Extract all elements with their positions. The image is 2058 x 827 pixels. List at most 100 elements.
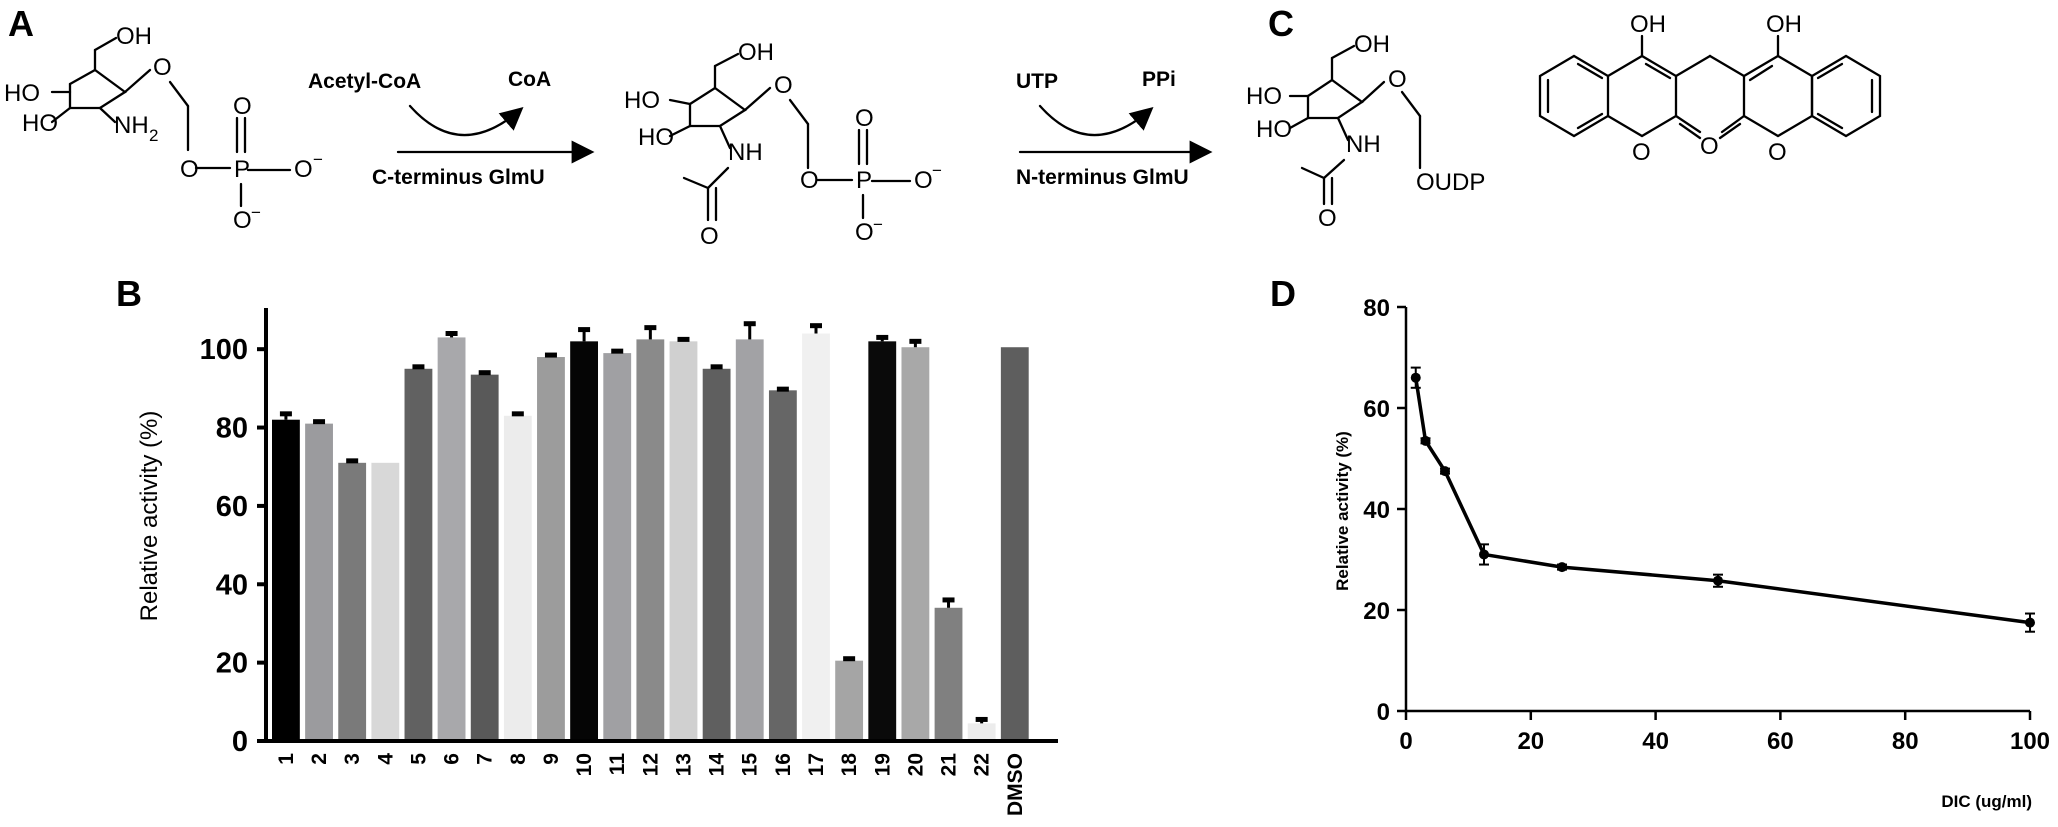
bar [1000,347,1029,741]
tick-label-y: 60 [216,491,248,523]
tick-label-y: 100 [200,334,248,366]
tick-label-x: 22 [971,753,994,776]
reaction-arrow-2: UTP PPi N-terminus GlmU [1016,68,1213,189]
bar [702,368,731,741]
reaction-arrow-1: Acetyl-CoA CoA C-terminus GlmU [308,68,595,189]
atom-ho: HO [1256,116,1292,143]
atom-o-ring: O [153,54,172,81]
panel-label-c: C [1268,3,1294,44]
atom-charge: − [313,150,323,169]
atom-o-ring: O [1768,139,1787,166]
tick-label-x: 9 [540,753,563,765]
tick-label-x: 60 [1767,728,1794,755]
molecule-udp-glcnac: OH O HO HO NH O OUDP [1246,31,1485,232]
tick-label-y: 40 [216,569,248,601]
bar [437,337,466,741]
bar [802,333,830,741]
tick-label-x: 5 [407,753,430,765]
plot-area-b: 1 2 3 4 5 6 7 8 9 10 11 12 13 14 15 16 17 18 19 20 21 22 DMSO0… [200,308,1058,816]
bar [934,607,963,741]
bar [901,347,930,741]
atom-o: O [855,219,874,246]
atom-oh: OH [1630,11,1666,38]
tick-label-y: 0 [1377,699,1390,726]
plot-area-d: 0 20 40 60 80 0 20 40 60 80 100 [1363,295,2050,755]
atom-o: O [700,223,719,250]
y-axis-label-d: Relative activity (%) [1333,431,1352,591]
atom-p: P [234,156,250,183]
tick-label-x: 80 [1892,728,1919,755]
data-point [1557,562,1567,573]
bar [470,374,499,741]
data-point [1410,372,1421,383]
atom-nh: NH [728,139,763,166]
atom-o: O [1700,133,1719,160]
tick-label-x: 2 [308,753,331,765]
bar [570,341,599,741]
bar [404,368,433,741]
data-point [1440,466,1450,477]
series-line [1414,377,2031,625]
tick-label-x: 20 [904,753,927,776]
atom-o: O [180,156,199,183]
tick-label-x: 18 [838,753,861,777]
tick-label-y: 40 [1363,497,1390,524]
atom-o-ring: O [1632,139,1651,166]
tick-label-x: 10 [573,753,596,776]
tick-label-x: DMSO [1004,753,1027,816]
tick-label-y: 60 [1363,396,1390,423]
tick-label-y: 80 [1363,295,1390,322]
bar [835,660,864,741]
atom-p: P [856,167,872,194]
tick-label-x: 100 [2010,728,2050,755]
product-ppi: PPi [1142,68,1176,91]
tick-label-x: 4 [374,753,397,765]
atom-oh: OH [1354,31,1390,58]
enzyme-c-terminus-glmu: C-terminus GlmU [372,166,545,189]
enzyme-n-terminus-glmu: N-terminus GlmU [1016,166,1189,189]
bar [305,423,333,741]
atom-ho: HO [22,110,58,137]
tick-label-x: 13 [672,753,695,776]
bar [868,341,897,741]
atom-o: O [800,167,819,194]
bar [636,339,665,741]
tick-label-x: 7 [474,753,497,765]
bar [272,419,300,741]
tick-label-y: 0 [232,726,248,758]
bar [603,353,632,741]
y-axis-label-b: Relative activity (%) [136,411,163,622]
tick-label-x: 19 [871,753,894,776]
bar [669,341,698,741]
bar [503,415,532,741]
bar [371,462,400,741]
molecule-glcn-1-phosphate: OH O HO HO NH 2 O P O − O O − [4,23,323,234]
tick-label-x: 20 [1517,728,1544,755]
tick-label-y: 20 [1363,598,1390,625]
molecule-dicoumarol: OH O O OH O O [1538,11,1882,166]
tick-label-x: 12 [639,753,662,776]
atom-o-ring: O [774,72,793,99]
atom-ho: HO [4,80,40,107]
tick-label-x: 14 [706,753,729,777]
tick-label-x: 1 [275,753,298,765]
atom-charge: − [251,203,261,222]
x-axis-label-d: DIC (ug/ml) [1941,792,2032,811]
reagent-acetyl-coa: Acetyl-CoA [308,70,421,93]
bar [537,357,565,741]
bar [338,462,367,741]
atom-o: O [233,93,252,120]
tick-label-x: 11 [606,753,629,776]
tick-label-x: 0 [1399,728,1412,755]
tick-label-x: 21 [938,753,961,777]
atom-o: O [1318,205,1337,232]
data-point [1420,435,1431,446]
bar [735,339,764,741]
tick-label-x: 15 [739,753,762,777]
tick-label-x: 8 [507,753,530,765]
product-coa: CoA [508,68,551,91]
atom-oudp: OUDP [1416,169,1485,196]
panel-label-a: A [8,3,34,44]
atom-oh: OH [738,39,774,66]
atom-ho: HO [1246,83,1282,110]
